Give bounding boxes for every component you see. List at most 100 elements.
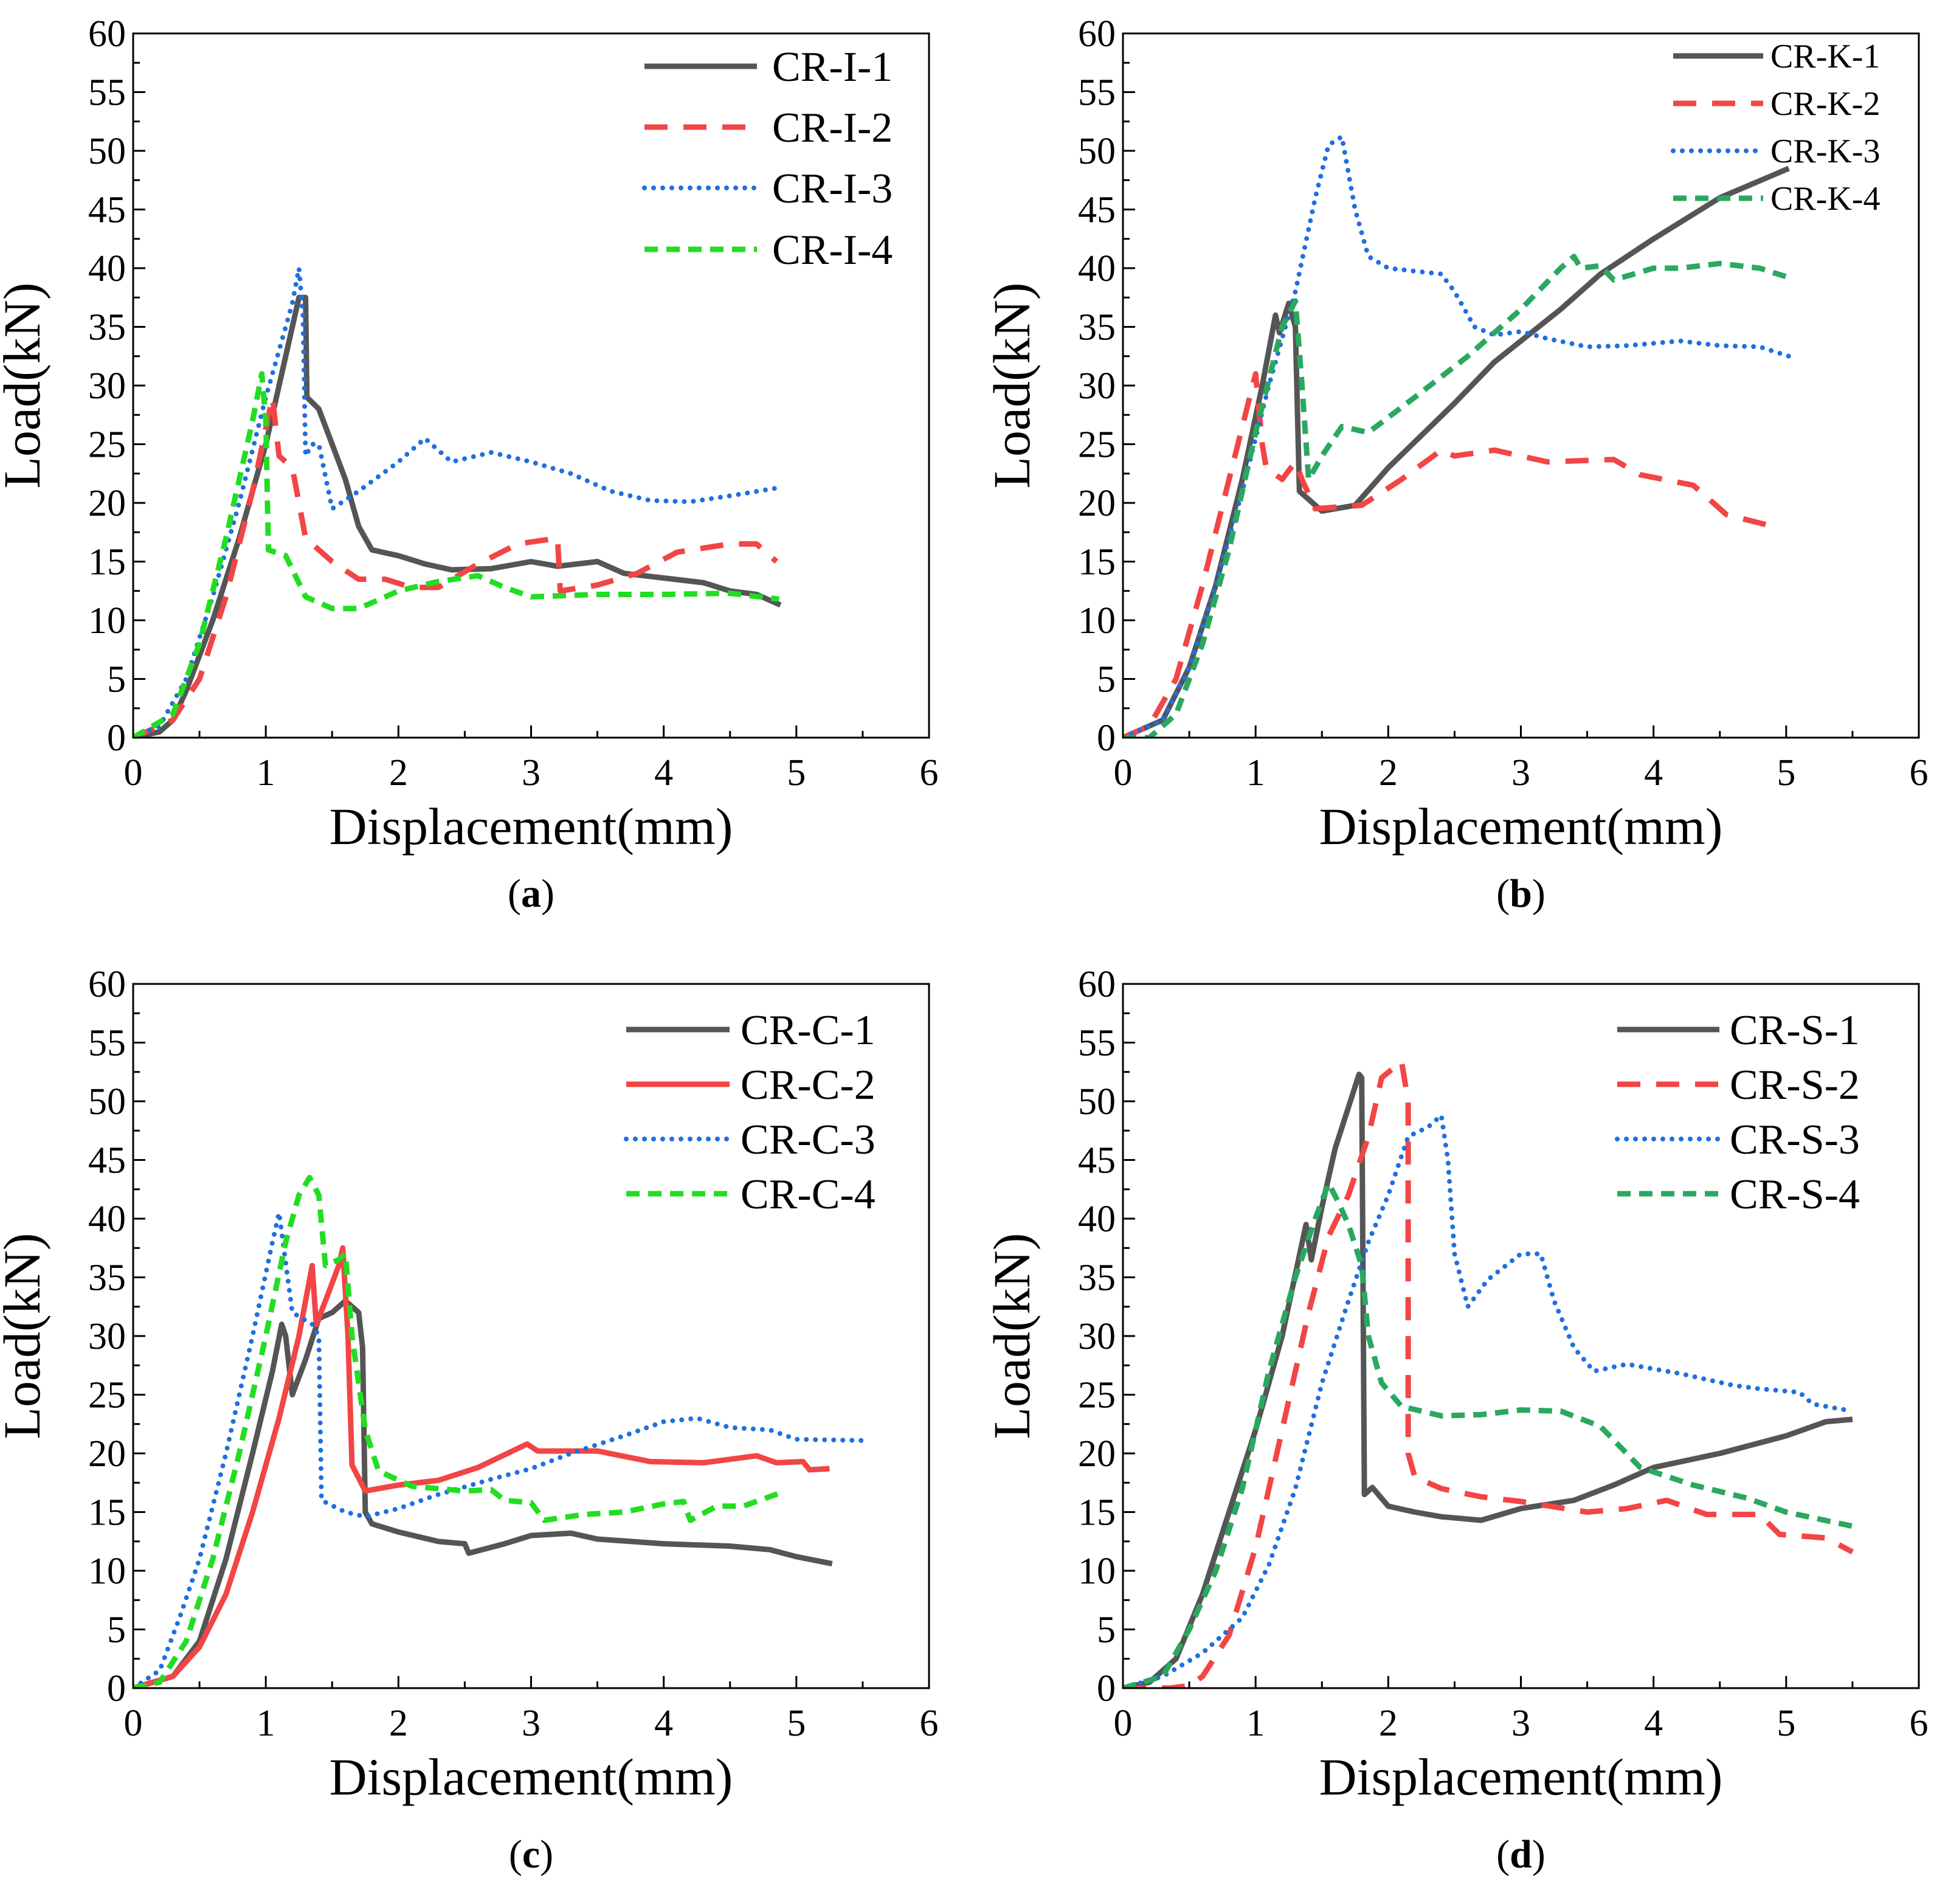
caption-open-paren: (	[508, 871, 521, 916]
y-tick-label: 5	[1097, 659, 1116, 701]
x-tick-label: 1	[257, 752, 275, 794]
y-tick-label: 40	[1078, 1199, 1116, 1240]
y-tick-label: 55	[1078, 1023, 1116, 1064]
y-tick-label: 10	[88, 600, 126, 642]
chart-panel-d: 0 1 2 3 4 5 6051015202530354045505560CR-S-1CR-…	[983, 964, 1929, 1877]
x-axis-title: Displacement(mm)	[1319, 1748, 1723, 1806]
y-axis-title: Load(kN)	[0, 282, 51, 488]
caption-close-paren: )	[541, 871, 554, 916]
y-tick-label: 20	[1078, 483, 1116, 524]
y-tick-label: 20	[88, 1433, 126, 1475]
caption-open-paren: (	[1496, 1832, 1510, 1877]
y-tick-label: 60	[1078, 964, 1116, 1005]
x-tick-label: 0	[1114, 1703, 1133, 1744]
x-tick-label: 3	[1511, 1703, 1530, 1744]
y-tick-label: 10	[1078, 600, 1116, 642]
x-tick-label: 1	[1246, 1703, 1265, 1744]
y-tick-label: 55	[1078, 72, 1116, 114]
x-tick-label: 6	[1910, 752, 1929, 794]
y-tick-label: 25	[1078, 1375, 1116, 1416]
y-tick-label: 15	[1078, 542, 1116, 583]
series-line-cr-c-2	[133, 1245, 830, 1688]
x-tick-label: 5	[1777, 1703, 1795, 1744]
y-tick-label: 0	[107, 718, 126, 759]
x-tick-label: 4	[1644, 1703, 1663, 1744]
x-tick-label: 0	[1114, 752, 1133, 794]
y-tick-label: 45	[88, 1140, 126, 1182]
y-axis-title: Load(kN)	[983, 1233, 1041, 1439]
y-tick-label: 60	[88, 13, 126, 55]
caption-close-paren: )	[1532, 871, 1546, 916]
x-axis-title: Displacement(mm)	[330, 1748, 733, 1806]
y-tick-label: 50	[1078, 131, 1116, 172]
panel-caption: (c)	[509, 1832, 553, 1877]
y-tick-label: 40	[1078, 248, 1116, 289]
y-tick-label: 10	[88, 1551, 126, 1592]
series-line-cr-i-2	[133, 394, 779, 738]
x-tick-label: 5	[787, 1703, 806, 1744]
y-tick-label: 20	[1078, 1433, 1116, 1475]
x-axis-title: Displacement(mm)	[1319, 797, 1723, 856]
y-tick-label: 15	[88, 1492, 126, 1534]
x-tick-label: 5	[1777, 752, 1795, 794]
legend-label: CR-S-3	[1730, 1116, 1860, 1163]
y-tick-label: 5	[107, 659, 126, 701]
x-tick-label: 4	[1644, 752, 1663, 794]
caption-open-paren: (	[1496, 871, 1510, 916]
series-line-cr-k-3	[1123, 134, 1792, 738]
y-tick-label: 60	[1078, 13, 1116, 55]
x-tick-label: 6	[920, 752, 939, 794]
chart-panel-a: 0 1 2 3 4 5 6051015202530354045505560CR-I-1CR-…	[0, 13, 939, 916]
plot-frame	[132, 983, 930, 1689]
y-tick-label: 0	[107, 1668, 126, 1709]
y-tick-label: 15	[88, 542, 126, 583]
legend-label: CR-I-4	[772, 227, 893, 274]
series-line-cr-s-2	[1123, 1058, 1854, 1688]
legend-label: CR-C-1	[741, 1007, 876, 1054]
panel-caption: (a)	[508, 871, 554, 916]
series-line-cr-s-1	[1123, 1071, 1853, 1688]
y-tick-label: 20	[88, 483, 126, 524]
x-tick-label: 5	[787, 752, 806, 794]
y-tick-label: 5	[107, 1610, 126, 1651]
series-line-cr-i-4	[133, 371, 780, 738]
x-tick-label: 1	[257, 1703, 275, 1744]
y-tick-label: 15	[1078, 1492, 1116, 1534]
x-tick-label: 2	[1379, 1703, 1398, 1744]
y-tick-label: 50	[1078, 1081, 1116, 1123]
chart-panel-c: 0 1 2 3 4 5 6051015202530354045505560CR-C-1CR-…	[0, 964, 939, 1877]
x-tick-label: 3	[522, 752, 541, 794]
series-line-cr-s-4	[1123, 1180, 1853, 1688]
y-tick-label: 55	[88, 72, 126, 114]
y-tick-label: 30	[1078, 365, 1116, 407]
y-tick-label: 35	[88, 307, 126, 348]
y-tick-label: 25	[88, 424, 126, 466]
caption-open-paren: (	[509, 1832, 522, 1877]
caption-letter: b	[1510, 871, 1532, 916]
x-tick-label: 1	[1246, 752, 1265, 794]
series-line-cr-k-2	[1123, 371, 1774, 738]
x-axis-title: Displacement(mm)	[330, 797, 733, 856]
panel-caption: (d)	[1496, 1832, 1546, 1877]
y-tick-label: 45	[88, 190, 126, 231]
y-tick-label: 35	[1078, 307, 1116, 348]
y-tick-label: 25	[88, 1375, 126, 1416]
y-tick-label: 30	[88, 365, 126, 407]
series-line-cr-c-1	[133, 1298, 833, 1688]
series-line-cr-k-1	[1123, 165, 1790, 738]
caption-letter: a	[521, 871, 541, 916]
y-tick-label: 30	[1078, 1316, 1116, 1357]
y-tick-label: 35	[1078, 1258, 1116, 1299]
legend-label: CR-S-1	[1730, 1007, 1860, 1054]
x-tick-label: 2	[389, 752, 408, 794]
x-tick-label: 3	[1511, 752, 1530, 794]
series-line-cr-k-4	[1123, 254, 1790, 738]
series-line-cr-s-3	[1123, 1113, 1855, 1688]
y-tick-label: 5	[1097, 1610, 1116, 1651]
y-tick-label: 25	[1078, 424, 1116, 466]
legend-label: CR-K-2	[1770, 85, 1880, 123]
series-line-cr-i-3	[133, 266, 782, 738]
caption-letter: c	[522, 1832, 540, 1877]
y-tick-label: 45	[1078, 190, 1116, 231]
